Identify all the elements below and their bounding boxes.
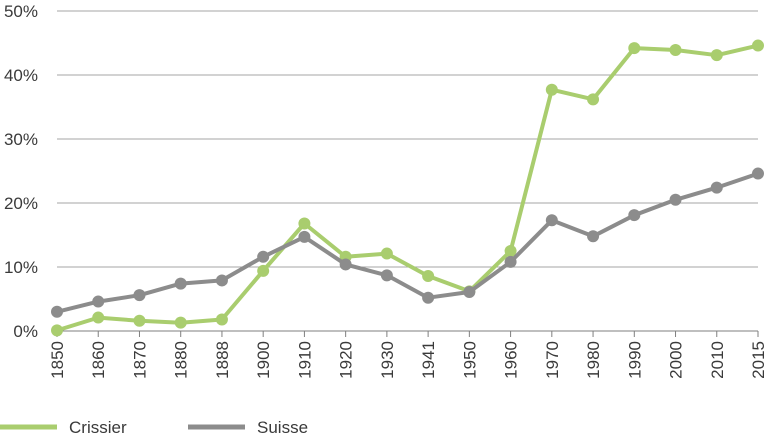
x-tick-label: 1970 (543, 341, 562, 379)
x-tick-label: 1920 (337, 341, 356, 379)
x-axis-tick-labels: 1850 1860 1870 1880 1888 1900 1910 1920 1930 1941… (48, 341, 768, 379)
x-tick-label: 1941 (419, 341, 438, 379)
x-tick-label: 1870 (130, 341, 149, 379)
data-point (463, 285, 476, 298)
y-tick-label: 0% (13, 322, 38, 341)
y-tick-label: 40% (4, 66, 38, 85)
series-line (55, 171, 760, 314)
data-point (380, 269, 393, 282)
data-point (51, 305, 63, 318)
y-tick-label: 50% (4, 2, 38, 21)
x-tick-label: 1990 (625, 341, 644, 379)
x-tick-label: 1850 (48, 341, 67, 379)
data-point (628, 209, 641, 222)
data-point (51, 324, 63, 337)
data-point (174, 316, 187, 329)
data-point (133, 289, 146, 302)
data-point (257, 264, 270, 277)
data-point (587, 230, 600, 243)
data-point (257, 250, 270, 263)
data-point (669, 193, 682, 206)
data-point (339, 258, 352, 271)
data-point (92, 295, 105, 308)
series-suisse (51, 167, 764, 318)
x-tick-label: 2000 (667, 341, 686, 379)
data-point (422, 291, 435, 304)
data-point (545, 214, 558, 227)
x-tick-label: 1880 (172, 341, 191, 379)
x-tick-label: 1860 (89, 341, 108, 379)
y-tick-label: 30% (4, 130, 38, 149)
data-point (752, 167, 764, 180)
x-tick-label: 1930 (378, 341, 397, 379)
x-tick-label: 1980 (584, 341, 603, 379)
legend-label: Crissier (69, 418, 127, 437)
series-line (55, 43, 760, 333)
data-point (628, 42, 641, 55)
data-point (422, 269, 435, 282)
data-point (298, 217, 311, 230)
data-point (133, 314, 146, 327)
data-point (669, 44, 682, 57)
y-axis-tick-labels: 0% 10% 20% 30% 40% 50% (4, 2, 38, 341)
legend: Crissier Suisse (0, 418, 308, 437)
data-point (174, 277, 187, 290)
data-series (51, 39, 764, 337)
data-point (710, 49, 723, 62)
data-point (504, 255, 517, 268)
x-tick-label: 2015 (749, 341, 768, 379)
data-point (215, 274, 228, 287)
x-tick-label: 2010 (708, 341, 727, 379)
data-point (752, 39, 764, 52)
y-tick-label: 20% (4, 194, 38, 213)
y-gridlines (56, 10, 759, 337)
x-tick-label: 1960 (502, 341, 521, 379)
data-point (92, 311, 105, 324)
data-point (587, 93, 600, 106)
data-point (380, 247, 393, 260)
x-tick-label: 1900 (254, 341, 273, 379)
x-tick-label: 1888 (213, 341, 232, 379)
y-tick-label: 10% (4, 258, 38, 277)
data-point (298, 230, 311, 243)
data-point (215, 313, 228, 326)
data-point (504, 245, 517, 257)
x-tick-label: 1950 (460, 341, 479, 379)
legend-label: Suisse (257, 418, 308, 437)
x-tick-label: 1910 (295, 341, 314, 379)
data-point (710, 181, 723, 194)
data-point (545, 83, 558, 96)
